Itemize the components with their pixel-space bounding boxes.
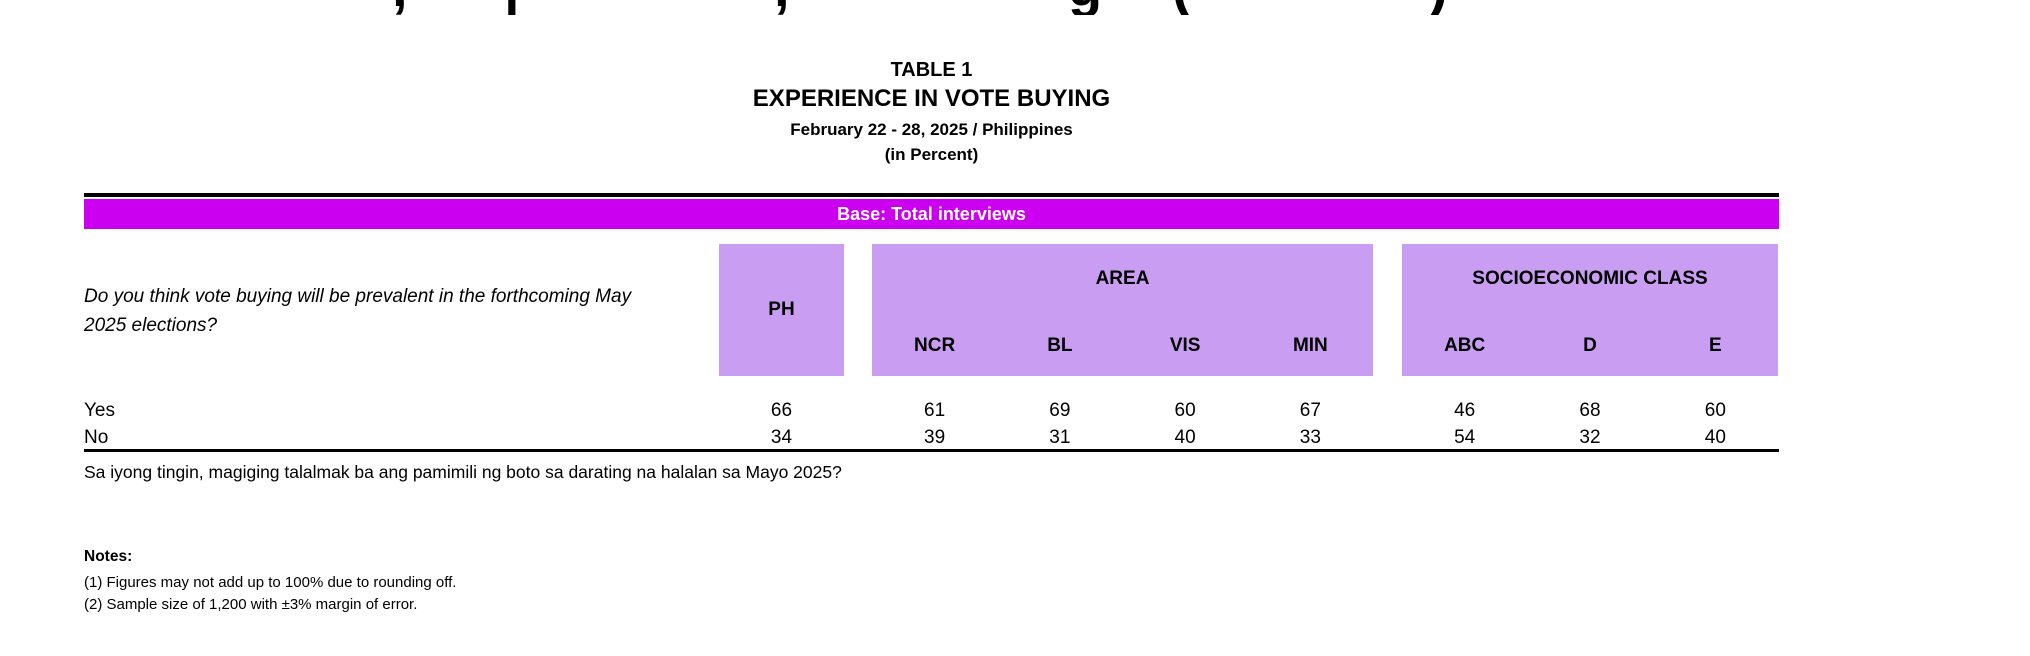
- table-row-no: No 34 39 31 40 33 54 32 40: [84, 424, 1779, 452]
- column-group-socioeconomic-class: SOCIOECONOMIC CLASS ABC D E: [1402, 244, 1778, 376]
- cropped-glyph: g: [1068, 0, 1102, 15]
- column-header-d: D: [1583, 335, 1597, 356]
- column-header-bl: BL: [1047, 335, 1073, 356]
- column-header-min: MIN: [1292, 335, 1328, 356]
- value-abc: 46: [1454, 400, 1476, 421]
- table-number: TABLE 1: [890, 59, 973, 81]
- value-ncr: 39: [924, 427, 946, 448]
- cropped-text-line: , | , g ( ): [0, 0, 2030, 15]
- table-title: EXPERIENCE IN VOTE BUYING: [752, 85, 1111, 112]
- value-min: 33: [1299, 427, 1321, 448]
- value-ncr: 61: [924, 400, 946, 421]
- value-vis: 40: [1174, 427, 1196, 448]
- value-vis: 60: [1174, 400, 1196, 421]
- value-d: 68: [1579, 400, 1601, 421]
- column-gap: [1373, 424, 1402, 452]
- cropped-glyph: ,: [774, 0, 790, 15]
- area-subcolumns: NCR BL VIS MIN: [872, 333, 1373, 359]
- column-header-ncr: NCR: [914, 335, 956, 356]
- row-label: No: [84, 427, 109, 448]
- value-bl: 31: [1049, 427, 1071, 448]
- row-label: Yes: [84, 400, 115, 421]
- column-gap: [844, 424, 872, 452]
- value-d: 32: [1579, 427, 1601, 448]
- ses-group-label: SOCIOECONOMIC CLASS: [1472, 268, 1708, 289]
- cropped-glyph: (: [1172, 0, 1191, 15]
- value-abc: 54: [1454, 427, 1476, 448]
- table-unit: (in Percent): [884, 145, 979, 164]
- value-e: 60: [1704, 400, 1726, 421]
- note-item: (2) Sample size of 1,200 with ±3% margin…: [84, 596, 418, 613]
- value-e: 40: [1704, 427, 1726, 448]
- table-row-yes: Yes 66 61 69 60 67 46 68 60: [84, 397, 1779, 425]
- base-banner: Base: Total interviews: [84, 199, 1779, 229]
- note-item: (1) Figures may not add up to 100% due t…: [84, 574, 457, 591]
- value-min: 67: [1299, 400, 1321, 421]
- column-header-abc: ABC: [1444, 335, 1486, 356]
- value-ph: 34: [770, 427, 793, 448]
- area-group-label: AREA: [1095, 268, 1150, 289]
- cropped-glyph: |: [504, 0, 520, 15]
- column-header-ph: PH: [719, 244, 844, 376]
- column-gap: [1373, 397, 1402, 425]
- bottom-rule: [84, 449, 1779, 452]
- notes-heading: Notes:: [84, 548, 133, 565]
- survey-question-english: Do you think vote buying will be prevale…: [84, 286, 632, 336]
- column-group-area: AREA NCR BL VIS MIN: [872, 244, 1373, 376]
- top-rule: [84, 193, 1779, 197]
- notes-block: Notes: (1) Figures may not add up to 100…: [84, 546, 984, 616]
- cropped-glyph: ,: [392, 0, 408, 15]
- column-gap: [844, 397, 872, 425]
- ses-subcolumns: ABC D E: [1402, 333, 1778, 359]
- table-subtitle: February 22 - 28, 2025 / Philippines: [790, 120, 1073, 139]
- column-header-vis: VIS: [1169, 335, 1201, 356]
- value-bl: 69: [1049, 400, 1071, 421]
- title-block: TABLE 1 EXPERIENCE IN VOTE BUYING Februa…: [84, 58, 1779, 166]
- value-ph: 66: [770, 400, 793, 421]
- survey-question-filipino: Sa iyong tingin, magiging talalmak ba an…: [84, 462, 842, 482]
- column-header-e: E: [1708, 335, 1722, 356]
- cropped-glyph: ): [1429, 0, 1448, 15]
